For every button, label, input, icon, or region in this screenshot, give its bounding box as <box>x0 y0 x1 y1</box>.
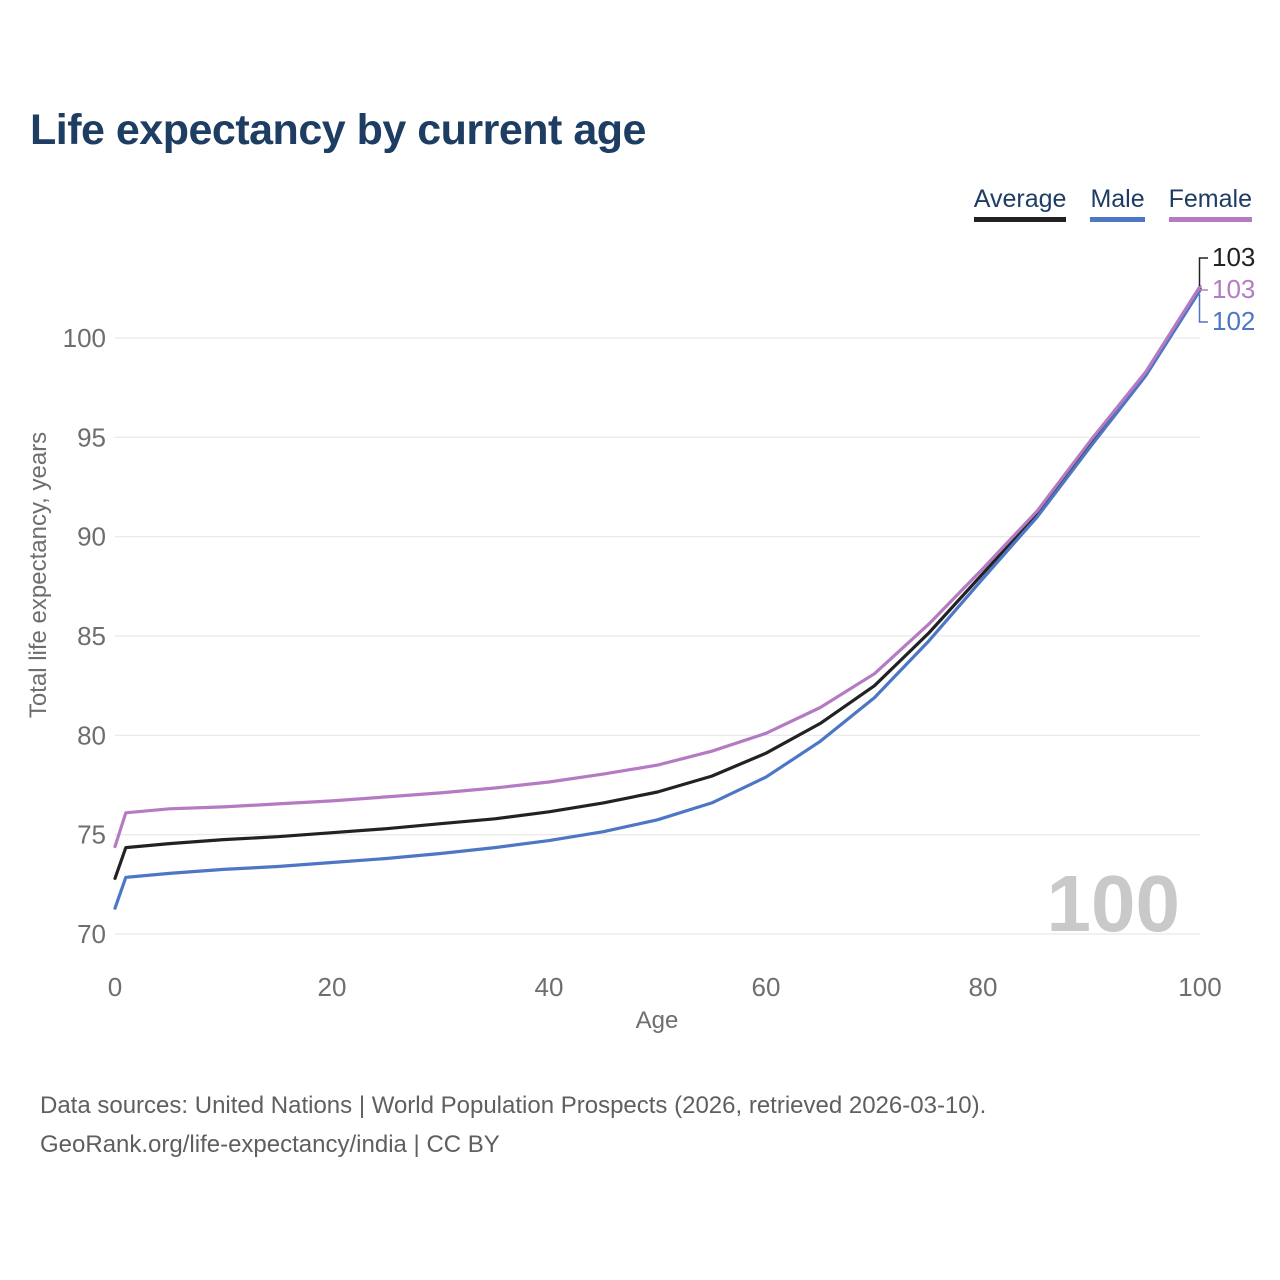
source-note: Data sources: United Nations | World Pop… <box>40 1086 986 1164</box>
source-line-2: GeoRank.org/life-expectancy/india | CC B… <box>40 1125 986 1164</box>
legend-item-male[interactable]: Male <box>1090 185 1145 222</box>
legend: Average Male Female <box>973 185 1252 222</box>
legend-item-average-label: Average <box>973 185 1067 213</box>
y-tick-label-90: 90 <box>77 522 106 552</box>
y-tick-label-75: 75 <box>77 820 106 850</box>
watermark-100: 100 <box>1047 859 1180 948</box>
legend-item-male-label: Male <box>1090 185 1145 213</box>
y-tick-label-80: 80 <box>77 720 106 750</box>
gridlines <box>115 337 1200 935</box>
series-line-female <box>113 284 1202 849</box>
chart-title: Life expectancy by current age <box>30 106 646 154</box>
series-line-average <box>113 286 1202 881</box>
x-tick-label-20: 20 <box>318 972 347 1002</box>
y-axis-title: Total life expectancy, years <box>25 432 52 718</box>
x-tick-label-60: 60 <box>752 972 781 1002</box>
end-label-female: 103 <box>1212 274 1255 304</box>
x-tick-label-0: 0 <box>108 972 122 1002</box>
legend-item-female-label: Female <box>1168 185 1252 213</box>
y-tick-label-95: 95 <box>77 422 106 452</box>
series-line-male <box>113 288 1202 910</box>
legend-item-female[interactable]: Female <box>1168 185 1252 222</box>
x-tick-label-80: 80 <box>969 972 998 1002</box>
end-label-male: 102 <box>1212 306 1255 336</box>
axis-tick-labels: 70 75 80 85 90 95 100 0 20 40 60 80 100 <box>63 323 1222 1002</box>
legend-item-average[interactable]: Average <box>973 185 1067 222</box>
source-line-1: Data sources: United Nations | World Pop… <box>40 1092 987 1119</box>
y-tick-label-100: 100 <box>63 323 106 353</box>
source-license: | CC BY <box>406 1131 500 1158</box>
x-tick-label-40: 40 <box>535 972 564 1002</box>
y-tick-label-85: 85 <box>77 621 106 651</box>
end-label-connector-male <box>1198 294 1208 323</box>
x-tick-label-100: 100 <box>1178 972 1221 1002</box>
end-label-average: 103 <box>1212 242 1255 272</box>
end-label-connector-average <box>1198 257 1208 286</box>
y-tick-label-70: 70 <box>77 919 106 949</box>
x-axis-title: Age <box>636 1007 679 1034</box>
source-link[interactable]: GeoRank.org/life-expectancy/india <box>40 1131 407 1158</box>
series-lines <box>113 284 1202 910</box>
